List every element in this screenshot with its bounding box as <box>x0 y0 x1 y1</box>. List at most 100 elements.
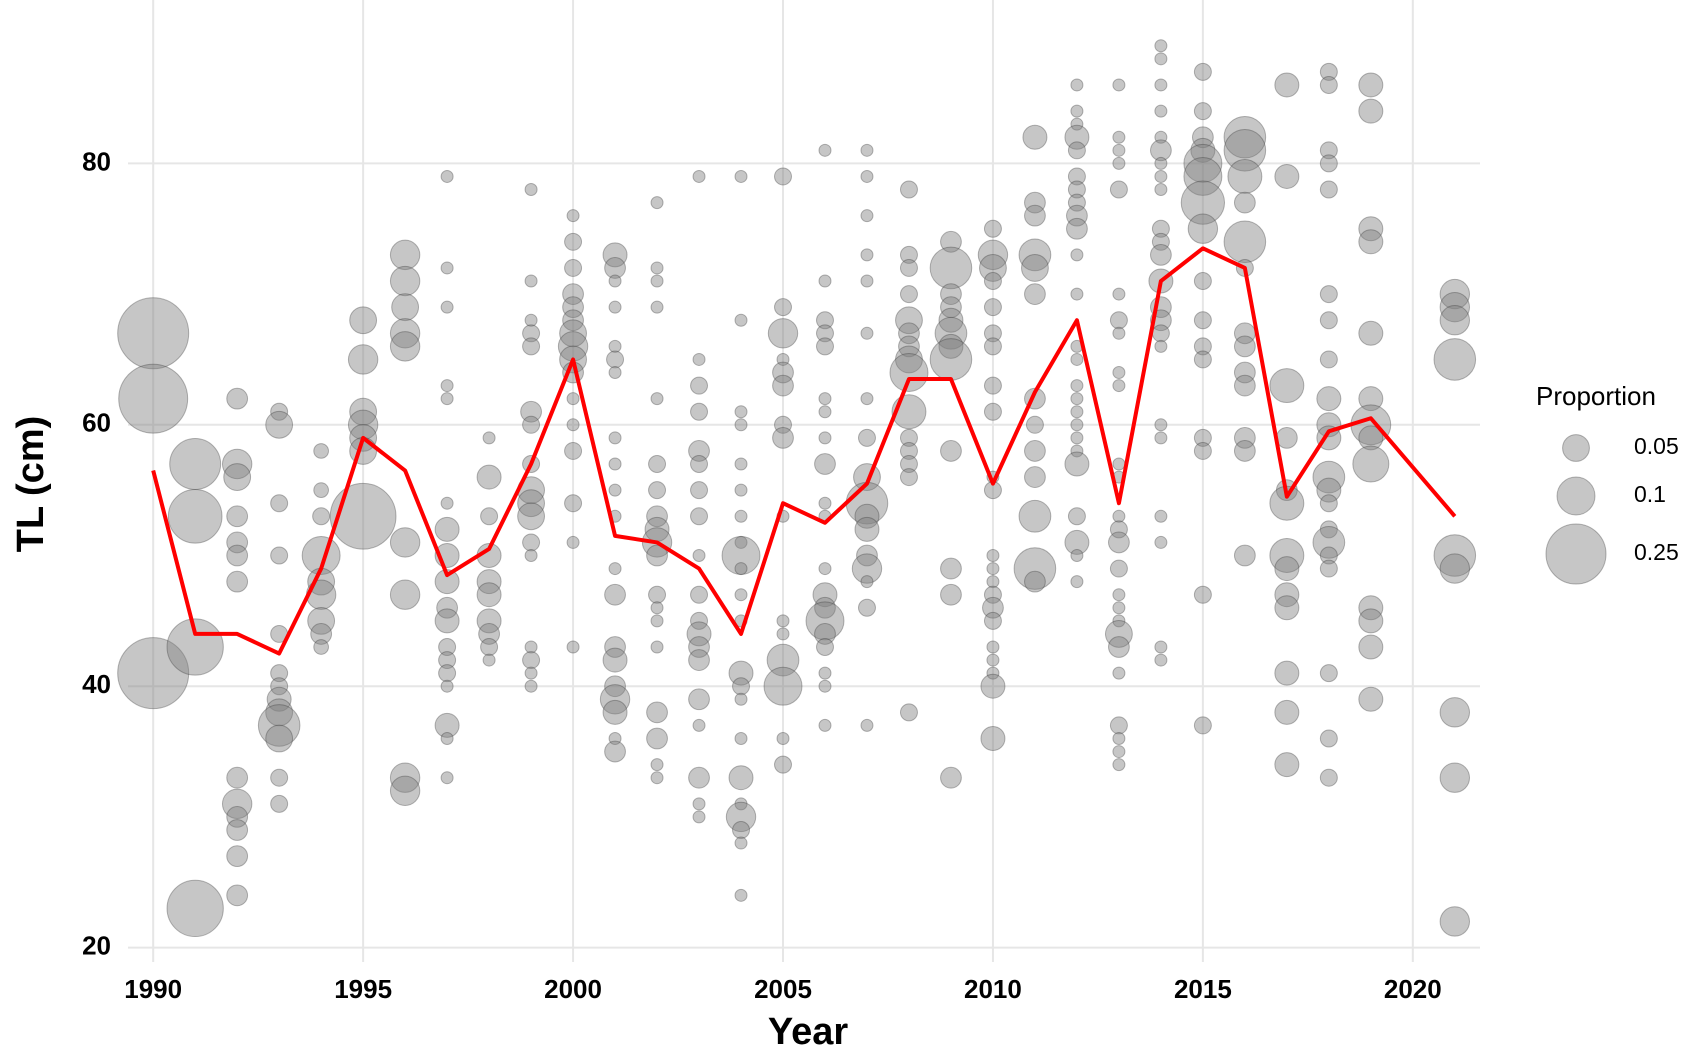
bubble <box>857 428 876 447</box>
bubble <box>1112 457 1126 471</box>
bubble <box>440 771 454 785</box>
bubble <box>1319 729 1338 748</box>
bubble <box>983 337 1002 356</box>
bubble <box>1112 287 1126 301</box>
bubble <box>983 219 1002 238</box>
bubble <box>776 627 790 641</box>
bubble <box>1070 248 1084 262</box>
bubble <box>734 692 748 706</box>
bubble <box>1358 425 1384 451</box>
bubble <box>389 331 421 362</box>
bubble <box>1154 130 1168 144</box>
bubble <box>692 169 706 183</box>
bubble <box>566 640 580 654</box>
bubble <box>270 546 289 565</box>
bubble <box>434 712 460 738</box>
bubble <box>434 608 460 634</box>
bubble <box>983 402 1002 421</box>
bubble <box>1154 431 1168 445</box>
bubble <box>1193 337 1212 356</box>
bubble <box>986 575 1000 589</box>
bubble <box>774 415 792 434</box>
bubble <box>816 638 834 656</box>
bubble <box>1112 379 1126 393</box>
bubble <box>940 557 962 580</box>
bubble <box>1227 158 1263 194</box>
x-tick-label: 2000 <box>544 974 602 1004</box>
bubble <box>1109 559 1128 578</box>
bubble <box>226 884 249 907</box>
bubble <box>522 533 541 552</box>
x-tick-label: 1990 <box>124 974 182 1004</box>
x-axis-title: Year <box>768 1011 849 1052</box>
bubble <box>438 651 457 670</box>
bubble <box>725 801 757 833</box>
bubble <box>814 623 836 645</box>
bubble <box>980 673 1006 699</box>
bubble <box>721 536 761 575</box>
bubble <box>307 606 336 635</box>
bubble <box>734 313 748 327</box>
bubble <box>440 261 454 275</box>
bubble <box>860 575 874 589</box>
bubble <box>1070 405 1084 419</box>
bubble <box>1439 553 1471 584</box>
bubble <box>812 582 838 608</box>
bubble <box>895 345 923 374</box>
bubble <box>389 775 421 806</box>
bubble <box>389 527 421 558</box>
bubble <box>1154 653 1168 667</box>
bubble <box>266 686 292 712</box>
bubble <box>226 531 249 554</box>
bubble <box>986 640 1000 654</box>
bubble <box>899 180 918 199</box>
bubble <box>166 879 224 938</box>
bubble <box>118 363 189 434</box>
bubble <box>482 431 496 445</box>
bubble <box>650 614 664 628</box>
bubble <box>940 230 962 253</box>
bubble <box>389 762 421 793</box>
bubble <box>983 376 1002 395</box>
bubble <box>1112 156 1126 170</box>
bubble <box>1150 139 1172 162</box>
bubble <box>732 821 751 839</box>
bubble <box>728 660 754 686</box>
bubble <box>1109 180 1128 199</box>
bubble <box>1274 163 1300 189</box>
bubble <box>1223 220 1267 264</box>
bubble <box>226 845 249 868</box>
bubble <box>1180 180 1226 225</box>
bubble <box>608 457 622 471</box>
bubble <box>983 298 1002 317</box>
bubble <box>816 311 834 330</box>
bubble <box>1150 243 1172 266</box>
bubble <box>929 338 973 381</box>
bubble <box>1274 595 1300 621</box>
bubble <box>899 441 918 460</box>
bubble <box>818 274 832 288</box>
bubble <box>602 699 628 725</box>
bubble <box>1193 311 1212 330</box>
bubble <box>650 771 664 785</box>
bubble <box>221 448 253 480</box>
bubble <box>688 766 710 789</box>
bubble <box>1112 758 1126 772</box>
bubble <box>938 307 964 333</box>
bubble <box>1233 440 1256 462</box>
bubble <box>692 797 706 811</box>
bubble <box>1223 129 1267 172</box>
bubble <box>1439 278 1471 310</box>
bubble <box>1070 78 1084 92</box>
bubble <box>270 664 289 683</box>
bubble <box>818 405 832 419</box>
bubble <box>1067 507 1086 526</box>
bubble <box>480 507 499 526</box>
bubble <box>983 611 1002 630</box>
bubble <box>650 758 664 772</box>
bubble <box>816 337 834 356</box>
bubble <box>1269 538 1305 573</box>
bubble <box>1233 191 1256 214</box>
bubble <box>1358 595 1384 621</box>
bubble <box>690 481 709 500</box>
